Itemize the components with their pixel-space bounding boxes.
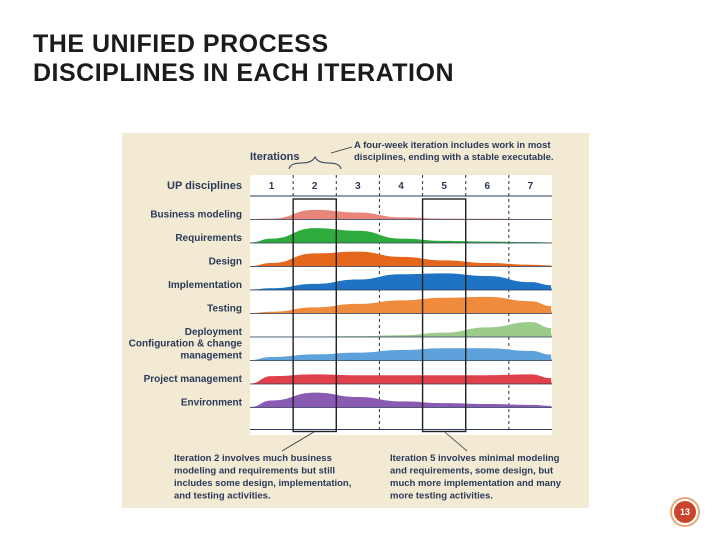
discipline-workload-area (250, 348, 552, 361)
iteration-brace (288, 155, 342, 170)
iteration-number-5: 5 (441, 181, 447, 192)
callout-left-line: and testing activities. (174, 491, 271, 502)
discipline-label: Testing (207, 304, 242, 315)
iterations-label: Iterations (250, 151, 300, 163)
iteration-number-1: 1 (269, 181, 275, 192)
discipline-label: Deployment (185, 327, 243, 338)
iteration-number-2: 2 (312, 181, 318, 192)
discipline-workload-area (250, 209, 552, 220)
iteration-number-3: 3 (355, 181, 361, 192)
discipline-label-cont: management (180, 351, 242, 362)
iteration-number-7: 7 (528, 181, 534, 192)
disciplines-header: UP disciplines (167, 180, 242, 192)
callout-pointer-right (443, 431, 468, 452)
discipline-workload-area (250, 228, 552, 243)
discipline-workload-area (250, 374, 552, 384)
slide-title-line-1: THE UNIFIED PROCESS (33, 30, 329, 58)
callout-pointer-left (281, 431, 315, 452)
up-disciplines-figure: Iterations UP disciplines 1 2 3 4 5 6 7 Business … (122, 133, 589, 508)
callout-pointer-top (330, 146, 353, 154)
discipline-workload-area (250, 392, 552, 408)
iteration-highlight-box (292, 198, 337, 433)
discipline-workload-area (250, 322, 552, 337)
callout-right-line: much more implementation and many (390, 478, 562, 489)
discipline-label: Design (209, 257, 242, 268)
page-number: 13 (674, 501, 696, 523)
up-disciplines-diagram: Iterations UP disciplines 1 2 3 4 5 6 7 Business … (122, 133, 589, 508)
callout-right-line: Iteration 5 involves minimal modeling (390, 453, 560, 464)
callout-right-line: more testing activities. (390, 491, 493, 502)
discipline-label: Environment (181, 398, 243, 409)
iteration-number-6: 6 (485, 181, 491, 192)
callout-top-line: A four-week iteration includes work in m… (354, 140, 551, 151)
callout-left-line: Iteration 2 involves much business (174, 453, 332, 464)
iteration-number-4: 4 (398, 181, 404, 192)
discipline-workload-area (250, 273, 552, 290)
callout-left-line: modeling and requirements but still (174, 466, 335, 477)
slide-title: THE UNIFIED PROCESS DISCIPLINES IN EACH … (33, 30, 454, 88)
discipline-label: Configuration & change (129, 339, 243, 350)
discipline-label: Implementation (168, 280, 242, 291)
discipline-workload-area (250, 251, 552, 267)
discipline-workload-area (250, 296, 552, 314)
callout-right-line: and requirements, some design, but (390, 466, 554, 477)
page-number-badge: 13 (670, 497, 700, 527)
discipline-label: Requirements (175, 233, 242, 244)
discipline-label: Project management (144, 374, 243, 385)
discipline-label: Business modeling (150, 210, 242, 221)
slide-title-line-2: DISCIPLINES IN EACH ITERATION (33, 59, 455, 87)
callout-left-line: includes some design, implementation, (174, 478, 351, 489)
callout-top-line: disciplines, ending with a stable execut… (354, 152, 554, 163)
